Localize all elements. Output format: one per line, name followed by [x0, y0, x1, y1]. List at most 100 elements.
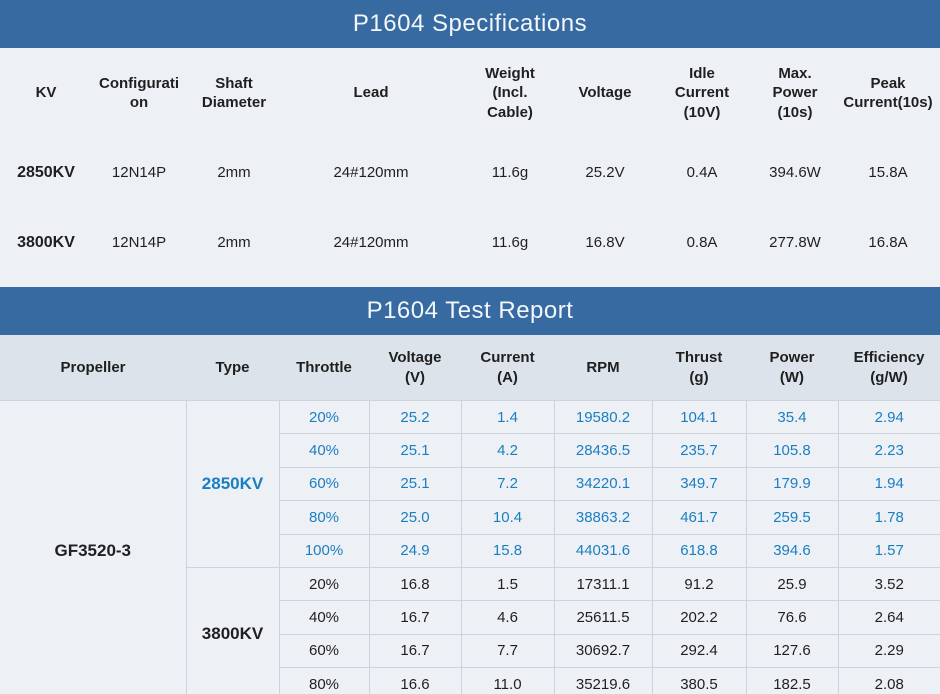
cell-efficiency: 1.57 — [838, 534, 940, 568]
test-title-bar: P1604 Test Report — [0, 287, 940, 335]
cell-power: 394.6 — [746, 534, 839, 568]
cell-voltage: 16.6 — [369, 667, 462, 694]
cell-thrust: 104.1 — [652, 400, 747, 435]
cell-efficiency: 1.78 — [838, 500, 940, 535]
spec-col-configuration: Configurati on — [99, 74, 179, 112]
spec-cell-lead: 24#120mm — [333, 164, 409, 182]
cell-efficiency: 2.94 — [838, 400, 940, 435]
cell-voltage: 16.8 — [369, 567, 462, 602]
spec-col-shaft-diameter: Shaft Diameter — [201, 74, 267, 112]
spec-cell-weight: 11.6g — [491, 164, 529, 182]
cell-thrust: 349.7 — [652, 467, 747, 502]
cell-throttle: 100% — [279, 534, 370, 568]
cell-efficiency: 2.23 — [838, 433, 940, 468]
test-col-current: Current (A) — [480, 349, 535, 386]
cell-rpm: 17311.1 — [554, 567, 653, 602]
table-row: 3800KV 20% 16.8 1.5 17311.1 91.2 25.9 3.… — [0, 567, 940, 694]
test-col-voltage: Voltage (V) — [388, 349, 442, 386]
cell-rpm: 30692.7 — [554, 634, 653, 669]
cell-throttle: 80% — [279, 500, 370, 535]
spec-cell-kv: 2850KV — [17, 163, 75, 181]
cell-throttle: 60% — [279, 467, 370, 502]
cell-voltage: 25.1 — [369, 467, 462, 502]
cell-current: 7.2 — [461, 467, 555, 502]
type-cell-2850kv: 2850KV — [186, 400, 280, 568]
spec-row-3800kv: 3800KV 12N14P 2mm 24#120mm 11.6g 16.8V 0… — [0, 208, 940, 278]
cell-power: 35.4 — [746, 400, 839, 435]
cell-rpm: 28436.5 — [554, 433, 653, 468]
cell-rpm: 44031.6 — [554, 534, 653, 568]
spec-cell-peak-current: 16.8A — [868, 234, 908, 252]
spec-cell-peak-current: 15.8A — [868, 164, 908, 182]
cell-throttle: 20% — [279, 400, 370, 435]
spec-title-bar: P1604 Specifications — [0, 0, 940, 48]
table-row: GF3520-3 2850KV 20% 25.2 1.4 19580.2 104… — [0, 400, 940, 694]
spec-table: KV Configurati on Shaft Diameter Lead We… — [0, 48, 940, 287]
cell-thrust: 292.4 — [652, 634, 747, 669]
cell-rpm: 19580.2 — [554, 400, 653, 435]
table-row: 80% 16.6 11.0 35219.6 380.5 182.5 2.08 — [0, 667, 940, 694]
cell-rpm: 35219.6 — [554, 667, 653, 694]
cell-rpm: 34220.1 — [554, 467, 653, 502]
spec-cell-max-power: 394.6W — [769, 164, 821, 182]
cell-current: 10.4 — [461, 500, 555, 535]
spec-row-2850kv: 2850KV 12N14P 2mm 24#120mm 11.6g 25.2V 0… — [0, 138, 940, 208]
cell-efficiency: 2.29 — [838, 634, 940, 669]
cell-power: 259.5 — [746, 500, 839, 535]
cell-power: 127.6 — [746, 634, 839, 669]
cell-efficiency: 2.64 — [838, 600, 940, 635]
cell-power: 105.8 — [746, 433, 839, 468]
test-table: Propeller Type Throttle Voltage (V) Curr… — [0, 335, 940, 694]
spec-cell-shaft-diameter: 2mm — [217, 234, 251, 252]
cell-thrust: 235.7 — [652, 433, 747, 468]
cell-voltage: 16.7 — [369, 634, 462, 669]
cell-rpm: 38863.2 — [554, 500, 653, 535]
cell-efficiency: 3.52 — [838, 567, 940, 602]
cell-throttle: 40% — [279, 433, 370, 468]
cell-current: 1.5 — [461, 567, 555, 602]
test-title: P1604 Test Report — [366, 297, 574, 324]
spec-cell-idle-current: 0.8A — [686, 234, 718, 252]
spec-cell-kv: 3800KV — [17, 233, 75, 251]
spec-cell-configuration: 12N14P — [111, 234, 167, 252]
cell-voltage: 25.0 — [369, 500, 462, 535]
table-row: 100% 24.9 15.8 44031.6 618.8 394.6 1.57 — [0, 534, 940, 568]
cell-throttle: 20% — [279, 567, 370, 602]
spec-col-idle-current: Idle Current (10V) — [674, 64, 730, 121]
spec-col-kv: KV — [35, 84, 57, 102]
test-col-propeller: Propeller — [60, 358, 126, 376]
cell-power: 179.9 — [746, 467, 839, 502]
cell-current: 11.0 — [461, 667, 555, 694]
spec-header-row: KV Configurati on Shaft Diameter Lead We… — [0, 48, 940, 138]
cell-current: 4.6 — [461, 600, 555, 635]
spec-cell-voltage: 16.8V — [585, 234, 625, 252]
cell-voltage: 16.7 — [369, 600, 462, 635]
spec-cell-lead: 24#120mm — [333, 234, 409, 252]
spec-cell-voltage: 25.2V — [585, 164, 625, 182]
spec-col-weight: Weight (Incl. Cable) — [485, 64, 535, 121]
cell-voltage: 25.2 — [369, 400, 462, 435]
spec-col-lead: Lead — [353, 84, 389, 102]
cell-throttle: 60% — [279, 634, 370, 669]
cell-efficiency: 1.94 — [838, 467, 940, 502]
spec-cell-shaft-diameter: 2mm — [217, 164, 251, 182]
test-col-type: Type — [215, 358, 250, 376]
spec-title: P1604 Specifications — [352, 10, 588, 37]
cell-throttle: 80% — [279, 667, 370, 694]
cell-thrust: 202.2 — [652, 600, 747, 635]
cell-power: 25.9 — [746, 567, 839, 602]
spec-cell-configuration: 12N14P — [111, 164, 167, 182]
cell-efficiency: 2.08 — [838, 667, 940, 694]
cell-current: 15.8 — [461, 534, 555, 568]
table-row: 60% 25.1 7.2 34220.1 349.7 179.9 1.94 — [0, 467, 940, 502]
test-col-efficiency: Efficiency (g/W) — [853, 349, 925, 386]
test-header-row: Propeller Type Throttle Voltage (V) Curr… — [0, 335, 940, 400]
spec-cell-max-power: 277.8W — [769, 234, 821, 252]
cell-thrust: 618.8 — [652, 534, 747, 568]
spec-col-max-power: Max. Power (10s) — [772, 64, 818, 121]
cell-current: 7.7 — [461, 634, 555, 669]
table-row: 60% 16.7 7.7 30692.7 292.4 127.6 2.29 — [0, 634, 940, 669]
table-row: 80% 25.0 10.4 38863.2 461.7 259.5 1.78 — [0, 500, 940, 535]
cell-voltage: 24.9 — [369, 534, 462, 568]
